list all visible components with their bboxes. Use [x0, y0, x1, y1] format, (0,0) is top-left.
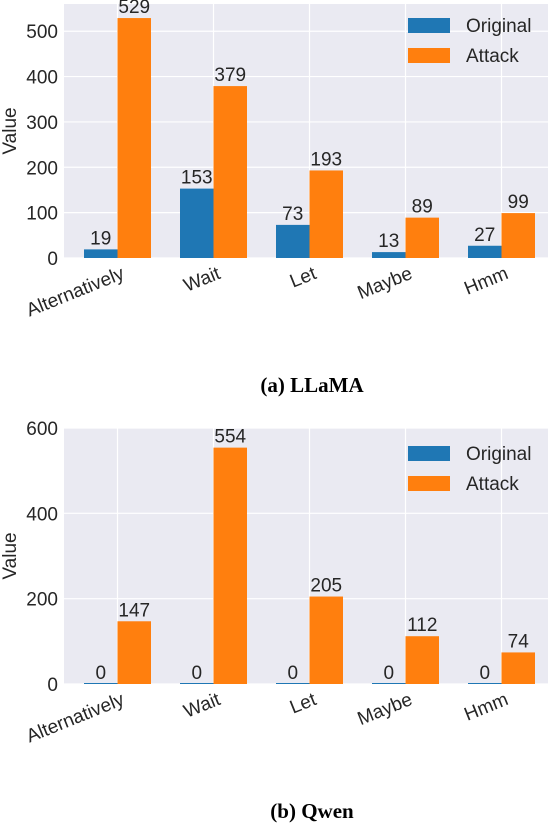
bar-value-label: 0: [191, 663, 202, 684]
bar-attack-hmm: [501, 652, 535, 684]
bar-value-label: 0: [95, 663, 106, 684]
bar-value-label: 0: [479, 663, 490, 684]
bar-value-label: 112: [407, 615, 437, 636]
bar-original-let: [276, 683, 310, 684]
bar-attack-let: [309, 596, 343, 684]
y-axis-label: Value: [0, 107, 21, 154]
chart-qwen: 0200400600Value0147Alternatively0554Wait…: [0, 419, 548, 823]
x-tick-label: Alternatively: [24, 263, 128, 321]
bar-attack-maybe: [405, 636, 439, 684]
bar-value-label: 74: [508, 631, 530, 652]
x-tick-label: Maybe: [355, 689, 416, 730]
chart-llama: 0 100 200 300 400 500 Value 19 529 Alternatively 1…: [0, 0, 548, 397]
y-tick-label: 400: [26, 504, 58, 525]
bar-original-maybe: [372, 252, 406, 258]
bar-attack-maybe: [405, 217, 439, 258]
y-tick-label: 200: [26, 590, 58, 611]
bar-value-label: 205: [310, 576, 342, 597]
y-tick-label: 100: [26, 204, 58, 225]
bar-original-wait: [180, 683, 214, 684]
figure-caption: (b) Qwen: [270, 799, 354, 823]
y-tick-label: 0: [47, 249, 58, 270]
bar-attack-hmm: [501, 213, 535, 258]
bar-value-label: 153: [181, 168, 213, 189]
bar-value-label: 73: [282, 204, 303, 225]
x-tick-label: Hmm: [461, 689, 511, 725]
bar-value-label: 99: [508, 192, 529, 213]
legend-label-attack: Attack: [466, 474, 519, 495]
figure-caption: (a) LLaMA: [260, 373, 364, 397]
bar-original-let: [276, 224, 310, 258]
y-tick-label: 0: [47, 675, 58, 696]
y-tick-label: 400: [26, 68, 58, 89]
bar-value-label: 13: [378, 231, 399, 252]
bar-value-label: 0: [287, 663, 298, 684]
x-tick-label: Wait: [181, 689, 224, 723]
bar-attack-wait: [213, 86, 247, 258]
bar-attack-alternatively: [117, 18, 151, 258]
bar-value-label: 89: [412, 197, 433, 218]
legend-label-original: Original: [466, 444, 531, 465]
bar-original-alternatively: [84, 249, 118, 258]
bar-value-label: 27: [474, 225, 495, 246]
x-tick-label: Wait: [181, 263, 224, 297]
y-axis-label: Value: [0, 532, 21, 579]
x-tick-label: Maybe: [355, 263, 416, 304]
bar-value-label: 529: [118, 0, 150, 18]
y-tick-label: 200: [26, 158, 58, 179]
bar-original-wait: [180, 188, 214, 258]
y-tick-label: 300: [26, 113, 58, 134]
legend-swatch-attack: [408, 476, 450, 491]
bar-attack-let: [309, 170, 343, 258]
bar-value-label: 379: [214, 65, 246, 86]
bar-original-alternatively: [84, 683, 118, 684]
bar-original-maybe: [372, 683, 406, 684]
legend-label-attack: Attack: [466, 46, 519, 67]
x-tick-label: Hmm: [461, 263, 511, 299]
legend-swatch-original: [408, 18, 450, 33]
bar-attack-wait: [213, 447, 247, 684]
y-tick-label: 500: [26, 22, 58, 43]
bar-value-label: 19: [90, 228, 111, 249]
x-tick-label: Let: [287, 263, 320, 293]
legend-swatch-attack: [408, 48, 450, 63]
x-tick-label: Let: [287, 689, 320, 719]
bar-value-label: 193: [310, 149, 342, 170]
x-tick-label: Alternatively: [24, 689, 128, 747]
legend-swatch-original: [408, 446, 450, 461]
bar-value-label: 147: [118, 600, 150, 621]
bar-attack-alternatively: [117, 621, 151, 684]
bar-original-hmm: [468, 245, 502, 258]
bar-value-label: 0: [383, 663, 394, 684]
y-tick-label: 600: [26, 419, 58, 440]
bar-original-hmm: [468, 683, 502, 684]
bar-value-label: 554: [214, 427, 246, 448]
legend-label-original: Original: [466, 16, 531, 37]
